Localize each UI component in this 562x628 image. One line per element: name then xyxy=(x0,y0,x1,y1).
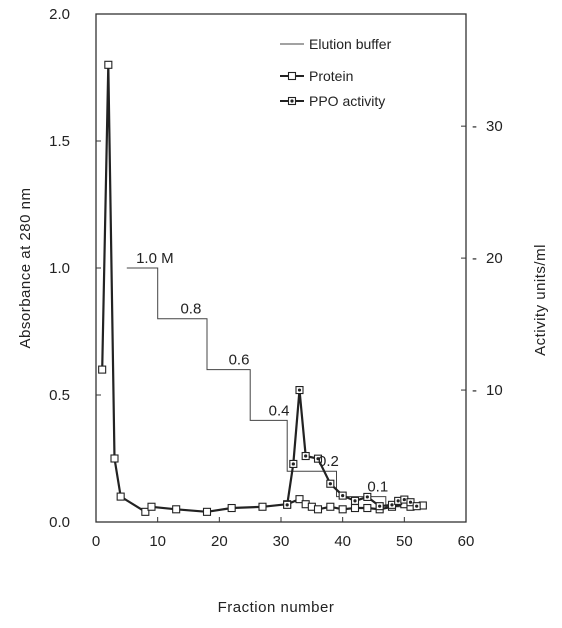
ppo-activity-point-dot xyxy=(378,504,382,508)
protein-point-box xyxy=(295,495,304,504)
ppo-activity-point-dot xyxy=(291,462,295,466)
protein-point-box xyxy=(326,502,335,511)
protein-point-box xyxy=(172,505,181,514)
protein-point xyxy=(295,495,304,504)
protein-point-box xyxy=(202,507,212,516)
protein-point xyxy=(338,505,347,514)
protein-point xyxy=(202,507,212,516)
y2-tick-dash: - xyxy=(472,382,477,399)
legend-protein-marker xyxy=(287,71,297,81)
ppo-activity-point-dot xyxy=(316,457,320,461)
y-tick-label: 2.0 xyxy=(49,6,70,23)
ppo-activity-point-dot xyxy=(341,494,345,498)
ppo-activity-point xyxy=(301,451,310,461)
x-tick-label: 40 xyxy=(334,533,351,550)
y2-tick-label: 30 xyxy=(486,118,503,135)
legend-ppo-activity-marker-dot xyxy=(290,99,294,103)
protein-point xyxy=(258,502,267,511)
ppo-activity-point xyxy=(350,496,360,505)
y-tick-label: 0.5 xyxy=(49,387,70,404)
y-tick-label: 0.0 xyxy=(49,514,70,531)
protein-point xyxy=(104,60,113,69)
protein-point-box xyxy=(338,505,347,514)
ppo-activity-point xyxy=(313,454,323,463)
step-annotation: 0.1 xyxy=(367,479,388,496)
ppo-activity-line xyxy=(286,389,418,508)
ppo-activity-point-dot xyxy=(390,503,394,507)
x-tick-label: 30 xyxy=(273,533,290,550)
protein-point xyxy=(227,503,236,513)
y-tick-label: 1.0 xyxy=(49,260,70,277)
protein-point-box xyxy=(313,505,323,514)
step-annotation: 1.0 M xyxy=(136,250,174,267)
ppo-activity-point-dot xyxy=(396,499,400,503)
protein-point-box xyxy=(110,454,119,463)
ppo-activity-point-dot xyxy=(328,482,332,486)
protein-point xyxy=(363,503,372,513)
ppo-activity-point xyxy=(412,502,421,511)
step-annotation: 0.8 xyxy=(180,301,201,318)
protein-point xyxy=(110,454,119,463)
y2-tick-label: 10 xyxy=(486,382,503,399)
ppo-activity-point xyxy=(326,479,335,488)
protein-point-box xyxy=(227,503,236,513)
protein-point-box xyxy=(363,503,372,513)
x-tick-label: 60 xyxy=(458,533,475,550)
x-tick-label: 20 xyxy=(211,533,228,550)
step-annotation: 0.4 xyxy=(269,402,290,419)
ppo-activity-point xyxy=(289,459,298,468)
y2-tick-dash: - xyxy=(472,118,477,135)
x-axis-label: Fraction number xyxy=(218,599,335,616)
y-axis-label: Absorbance at 280 nm xyxy=(17,188,34,349)
ppo-activity-point-dot xyxy=(353,499,357,503)
step-annotation: 0.2 xyxy=(318,453,339,470)
ppo-activity-point-dot xyxy=(365,495,369,499)
protein-point-box xyxy=(141,507,150,516)
ppo-activity-point xyxy=(363,492,372,501)
ppo-activity-point xyxy=(375,502,384,511)
protein-point xyxy=(147,502,156,511)
step-annotation: 0.6 xyxy=(229,352,250,369)
y-tick-label: 1.5 xyxy=(49,133,70,150)
protein-point xyxy=(116,492,125,501)
ppo-activity-point xyxy=(338,491,347,500)
y2-tick-dash: - xyxy=(472,250,477,267)
ppo-activity-point xyxy=(295,386,304,395)
protein-point xyxy=(326,502,335,511)
legend-label: Protein xyxy=(309,68,353,84)
protein-line xyxy=(101,63,423,513)
x-tick-label: 50 xyxy=(396,533,413,550)
protein-point xyxy=(172,505,181,514)
ppo-activity-point-dot xyxy=(415,504,419,508)
y2-axis-label: Activity units/ml xyxy=(532,244,549,356)
legend-label: PPO activity xyxy=(309,93,385,109)
ppo-activity-point-dot xyxy=(304,454,308,458)
ppo-activity-point-dot xyxy=(402,497,406,502)
protein-point-box xyxy=(350,503,360,513)
protein-point-box xyxy=(116,492,125,501)
protein-point-box xyxy=(147,502,156,511)
ppo-activity-point-dot xyxy=(297,388,302,392)
legend-label: Elution buffer xyxy=(309,36,392,52)
ppo-activity-point-dot xyxy=(408,500,413,504)
protein-point-box xyxy=(258,502,267,511)
x-tick-label: 10 xyxy=(149,533,166,550)
protein-point xyxy=(141,507,150,516)
protein-point xyxy=(313,505,323,514)
protein-point xyxy=(350,503,360,513)
protein-point-box xyxy=(98,365,107,374)
ppo-activity-point xyxy=(283,500,292,509)
protein-point xyxy=(98,365,107,374)
ppo-activity-point-dot xyxy=(285,503,289,507)
elution-buffer-line xyxy=(126,267,417,508)
y2-tick-label: 20 xyxy=(486,250,503,267)
x-tick-label: 0 xyxy=(92,533,100,550)
protein-point-box xyxy=(104,60,113,69)
